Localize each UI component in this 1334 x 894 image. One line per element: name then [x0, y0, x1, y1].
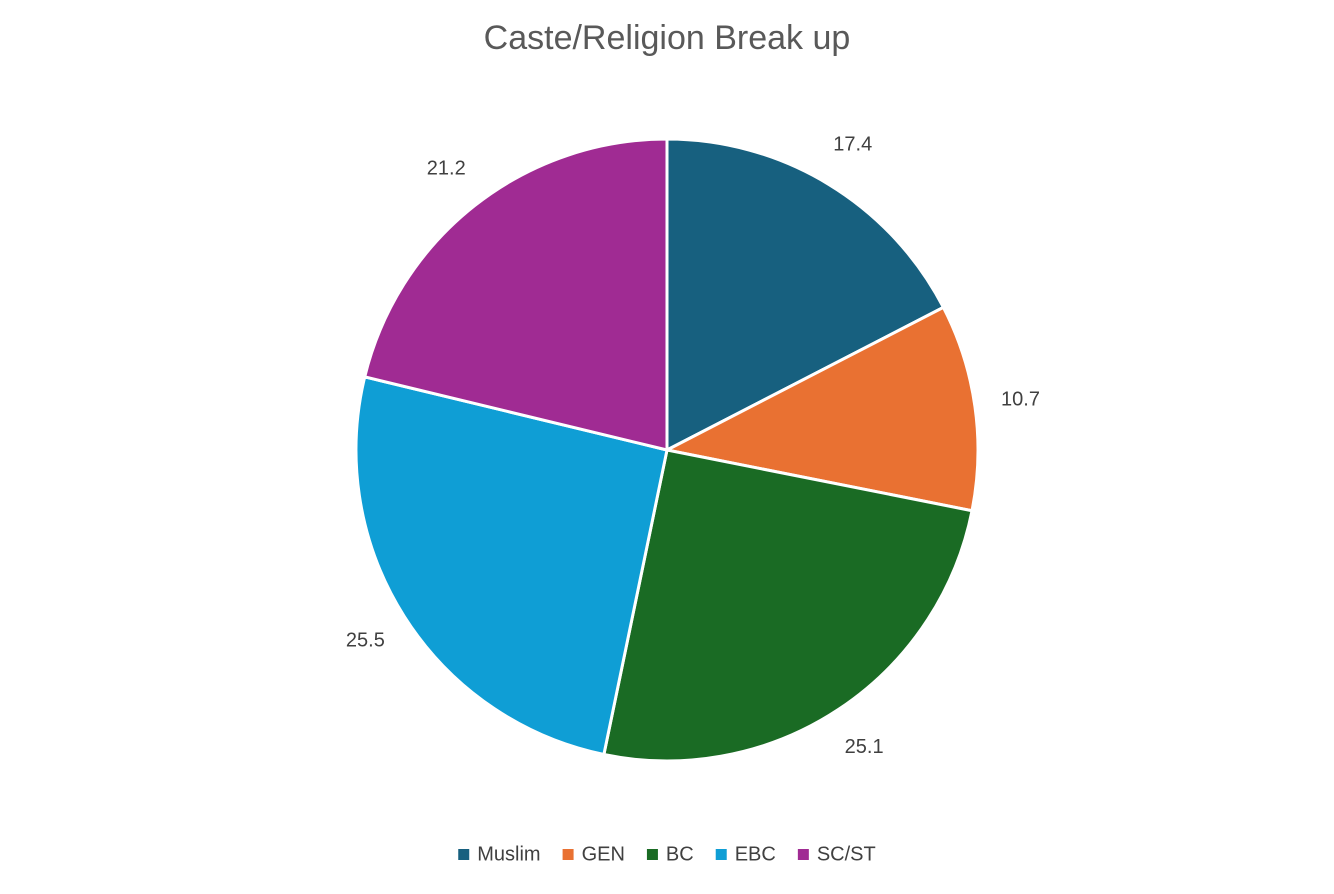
data-label: 21.2: [427, 158, 466, 180]
data-label: 25.1: [845, 736, 884, 758]
legend-swatch: [646, 849, 658, 860]
pie-slice: [362, 137, 669, 452]
pie-slice: [662, 305, 980, 513]
legend-swatch: [715, 849, 727, 860]
data-label: 17.4: [833, 133, 872, 155]
legend-label: Muslim: [477, 843, 540, 865]
legend-swatch: [562, 849, 574, 860]
legend-label: BC: [666, 843, 694, 865]
chart-title: Caste/Religion Break up: [484, 19, 851, 57]
legend-label: EBC: [735, 843, 776, 865]
data-label: 10.7: [1001, 388, 1040, 410]
pie-slice: [665, 137, 946, 453]
legend-label: SC/ST: [817, 843, 876, 865]
pie-slice: [602, 448, 974, 763]
data-label: 25.5: [346, 629, 385, 651]
pie-slice: [354, 375, 669, 757]
legend-label: GEN: [582, 843, 625, 865]
legend-swatch: [458, 849, 470, 860]
legend-swatch: [797, 849, 809, 860]
